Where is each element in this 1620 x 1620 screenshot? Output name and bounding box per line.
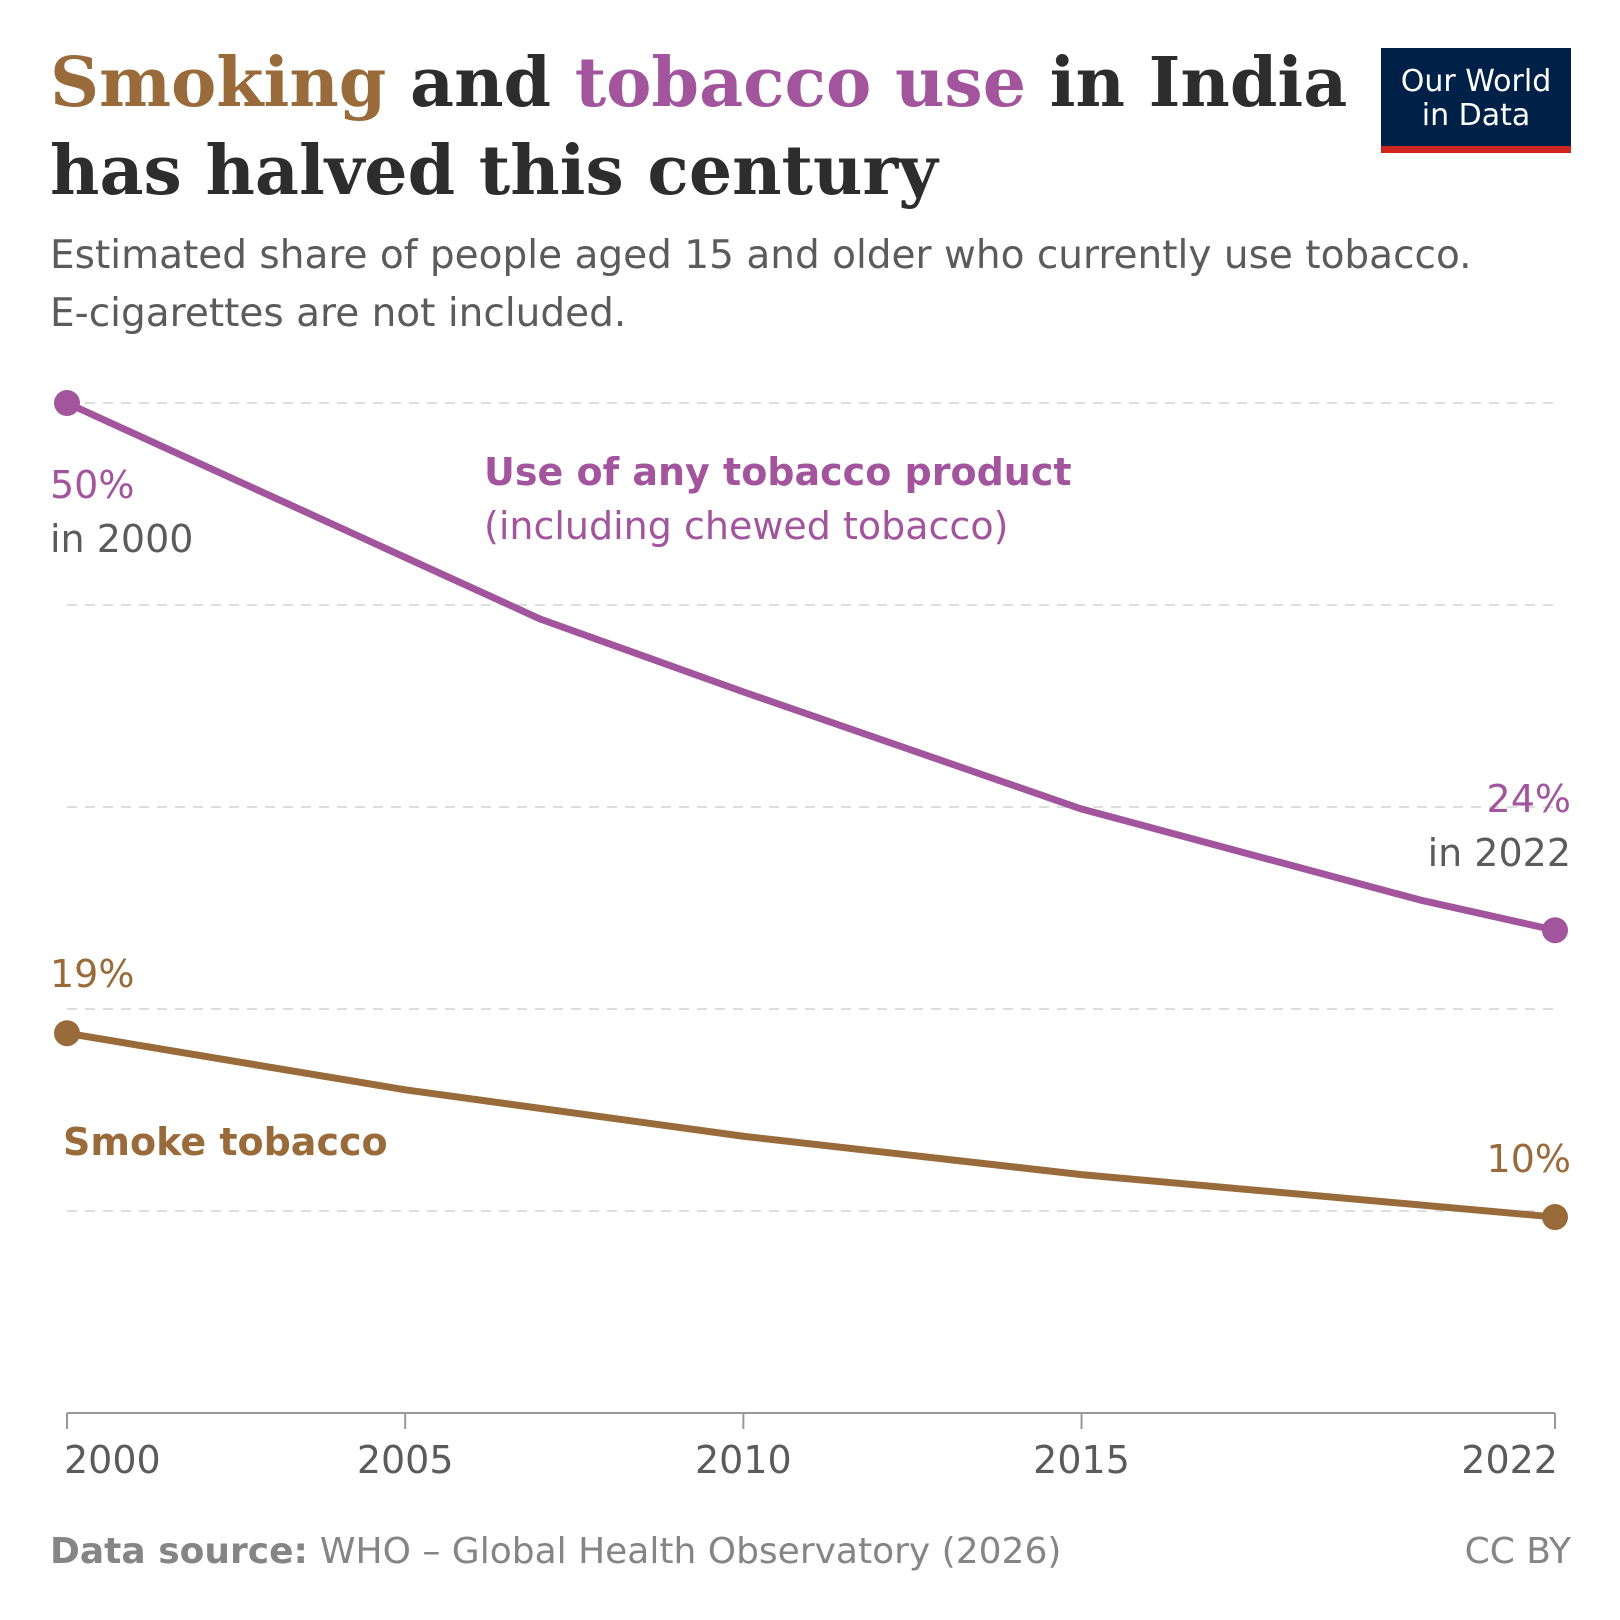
title-segment: Smoking (50, 43, 386, 123)
subtitle: E-cigarettes are not included. (50, 291, 626, 336)
chart-title: has halved this century (50, 131, 940, 211)
source: Data source: WHO – Global Health Observat… (50, 1531, 1061, 1572)
series-label: Use of any tobacco product (484, 450, 1072, 494)
license: CC BY (1465, 1531, 1572, 1572)
endpoint (1542, 917, 1568, 944)
value-label: 10% (1487, 1137, 1571, 1181)
logo-text: Our World (1401, 64, 1551, 99)
value-label: 50% (50, 463, 134, 507)
logo-bar (1381, 146, 1571, 153)
source-label: Data source: (50, 1531, 308, 1572)
value-label: 19% (50, 952, 134, 996)
value-label: 24% (1487, 777, 1571, 821)
title-segment: tobacco use (575, 43, 1026, 123)
source-text: WHO – Global Health Observatory (2026) (320, 1531, 1061, 1572)
end-note: in 2022 (1428, 831, 1571, 875)
series-note: (including chewed tobacco) (484, 504, 1008, 548)
title-segment: and (386, 43, 574, 123)
logo-box (1381, 48, 1571, 153)
subtitle: Estimated share of people aged 15 and ol… (50, 233, 1472, 278)
title-segment: in India (1026, 43, 1347, 123)
title-segment: has halved this century (50, 131, 940, 211)
endpoint (54, 1020, 80, 1047)
endpoint (1542, 1204, 1568, 1231)
x-tick-label: 2010 (695, 1438, 792, 1482)
chart-title: Smoking and tobacco use in India (50, 43, 1347, 123)
x-tick-label: 2005 (357, 1438, 454, 1482)
logo-text: in Data (1422, 98, 1531, 133)
series-label: Smoke tobacco (63, 1120, 388, 1164)
series-line (65, 399, 1556, 934)
x-tick-label: 2022 (1461, 1438, 1558, 1482)
x-tick-label: 2015 (1033, 1438, 1130, 1482)
start-note: in 2000 (50, 517, 193, 561)
series-line (66, 1029, 1556, 1221)
x-tick-label: 2000 (64, 1438, 161, 1482)
endpoint (54, 390, 80, 416)
